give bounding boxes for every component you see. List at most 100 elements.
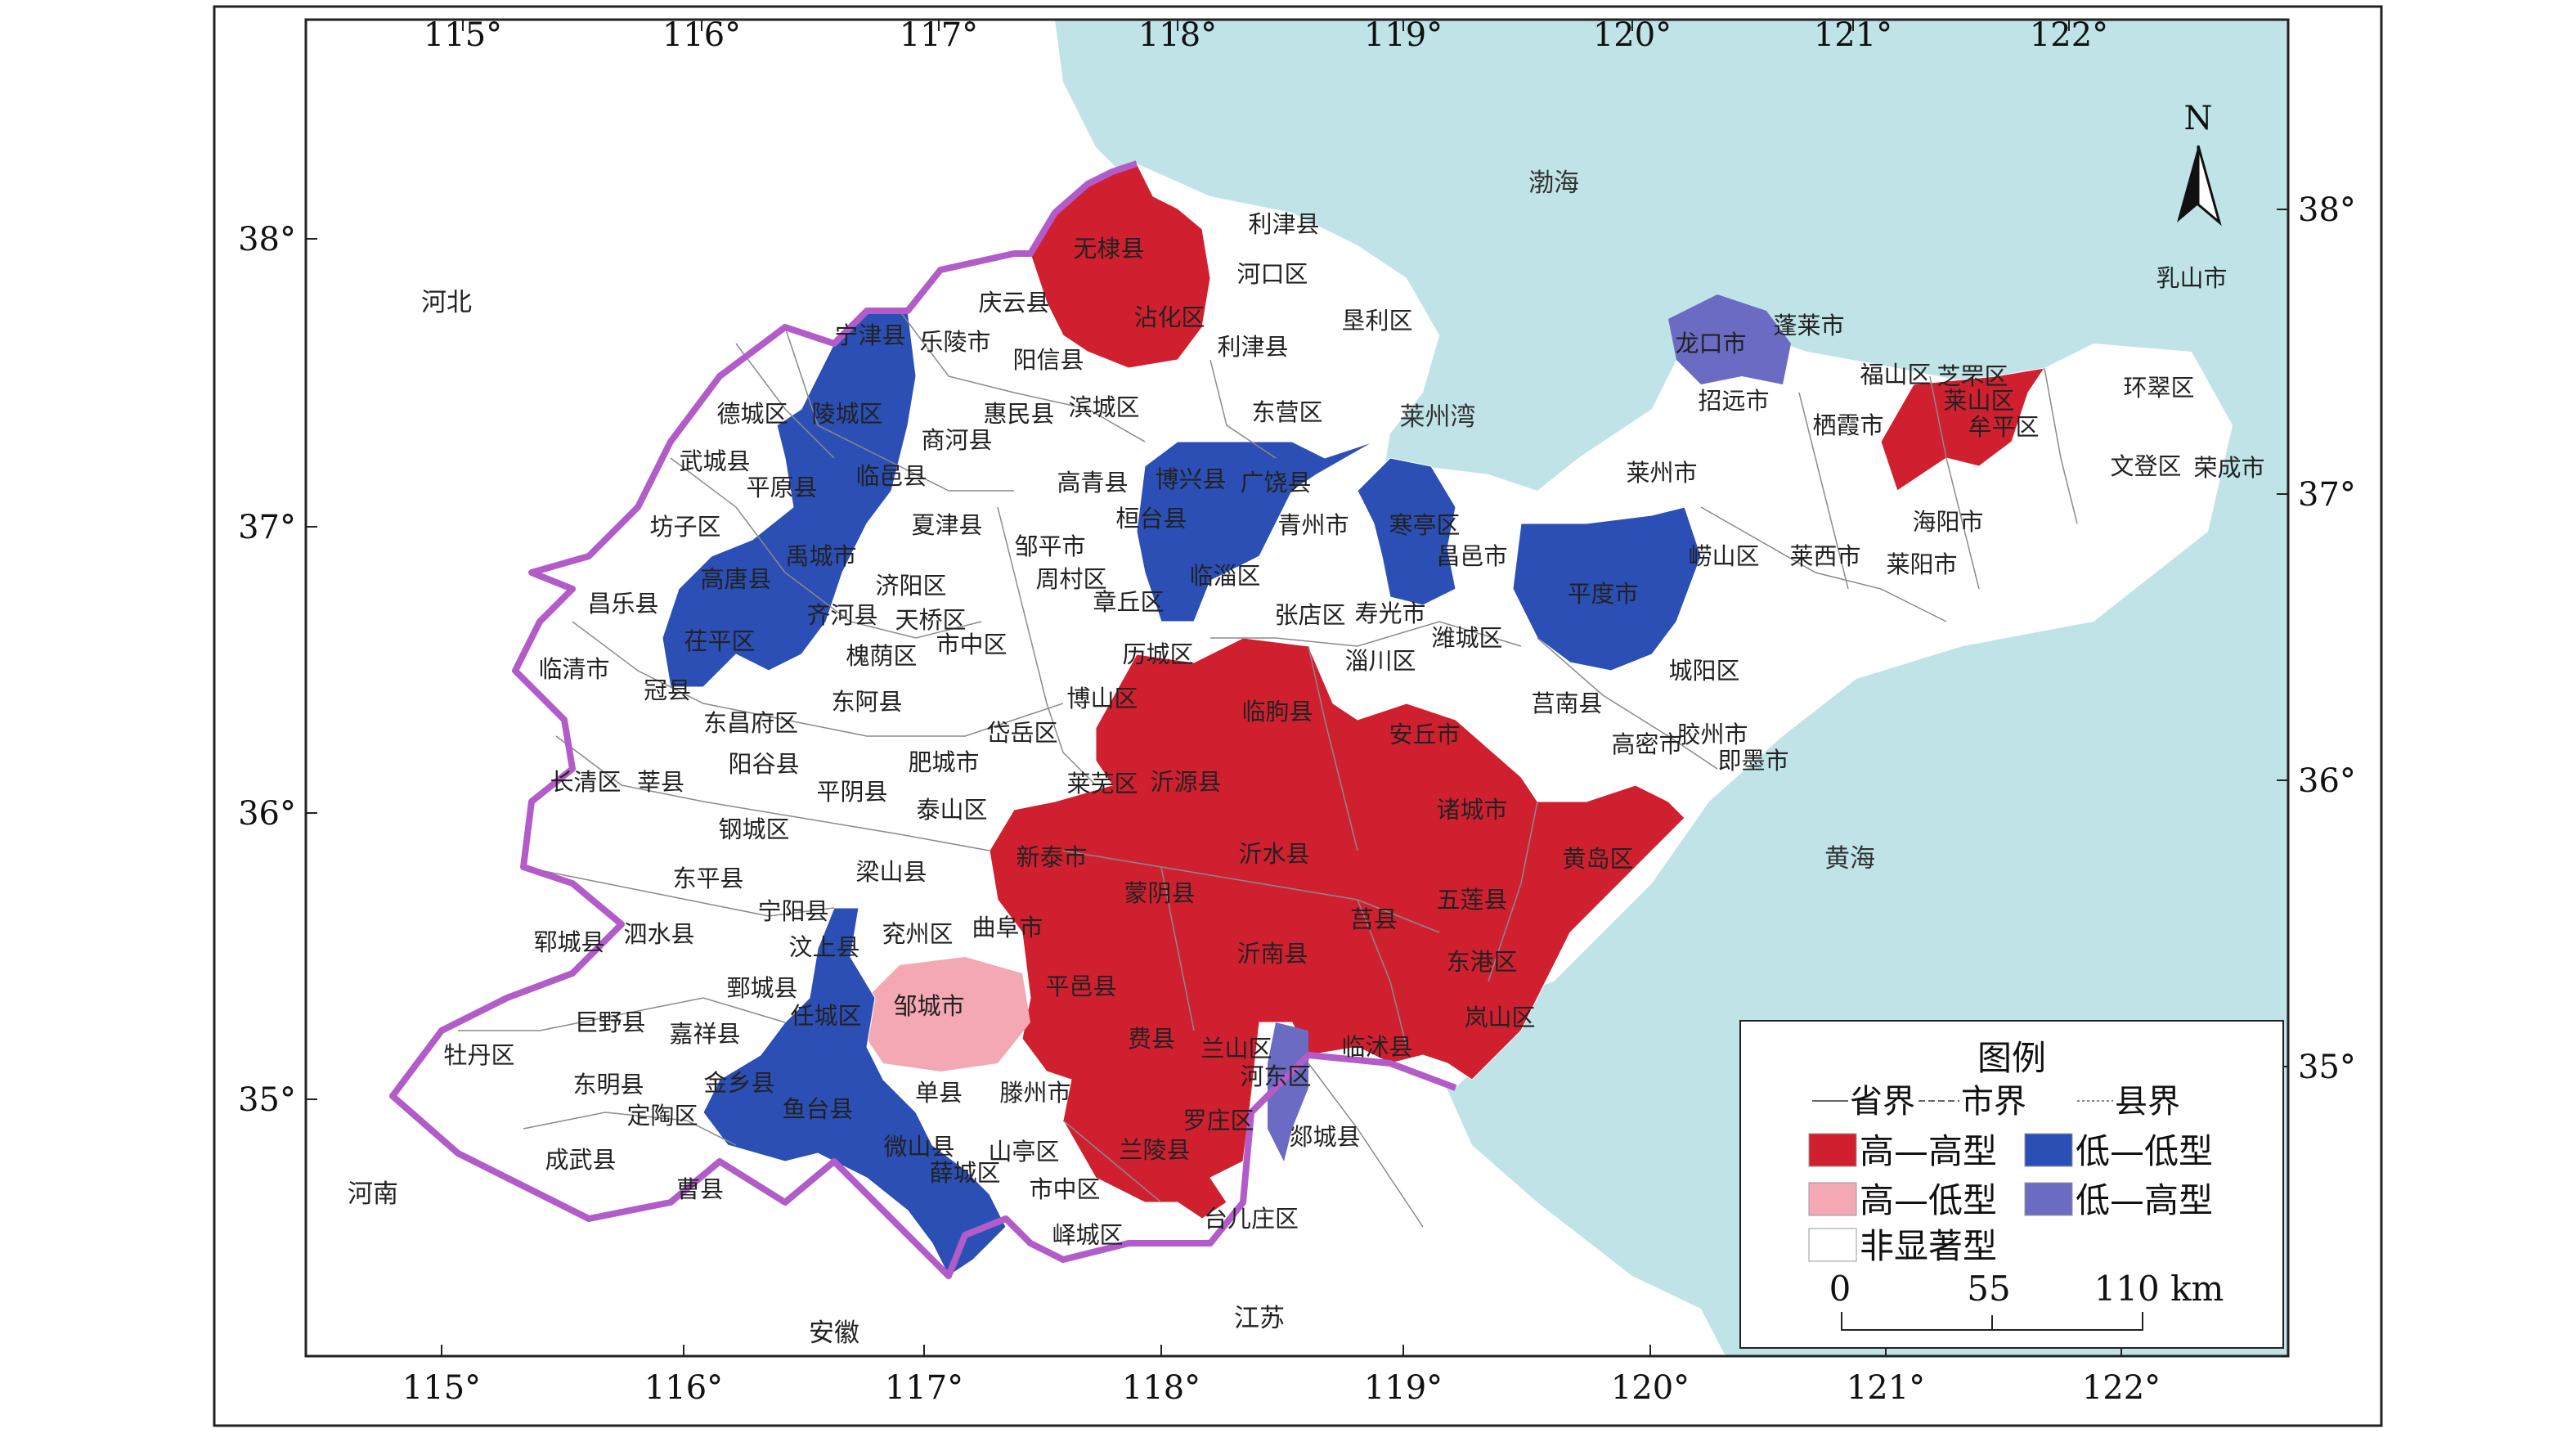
lon-label: 120°	[1611, 1369, 1690, 1407]
county-label: 巨野县	[574, 1008, 645, 1036]
county-label: 荣成市	[2193, 454, 2264, 482]
lat-label: 36°	[2298, 762, 2356, 800]
county-label: 城阳区	[1668, 657, 1739, 685]
lon-label: 117°	[885, 1369, 963, 1407]
county-label: 高青县	[1057, 469, 1128, 496]
lon-label: 119°	[1364, 1369, 1443, 1407]
county-label: 薛城区	[929, 1159, 1000, 1187]
county-label: 即墨市	[1717, 747, 1788, 775]
county-label: 金乡县	[703, 1069, 774, 1097]
latitude-labels-left: 38° 37° 36° 35°	[238, 221, 296, 1119]
county-label: 平邑县	[1045, 973, 1116, 1000]
county-label: 福山区	[1860, 361, 1931, 389]
county-label: 沂源县	[1150, 768, 1221, 796]
county-label: 泰山区	[916, 796, 987, 824]
outer-frame	[213, 5, 2383, 1427]
north-arrow-icon	[2177, 145, 2222, 227]
county-label: 岚山区	[1464, 1004, 1535, 1031]
county-label: 昌邑市	[1436, 542, 1507, 570]
lon-label: 120°	[1593, 16, 1672, 54]
legend-boundary-label: 省界	[1850, 1083, 1915, 1121]
county-label: 临淄区	[1189, 562, 1260, 590]
county-label: 临邑县	[855, 462, 927, 490]
county-label: 乳山市	[2156, 264, 2227, 292]
county-label: 博兴县	[1155, 465, 1226, 493]
lon-label: 117°	[900, 16, 978, 54]
province-border	[389, 160, 1457, 1279]
county-label: 牟平区	[1968, 413, 2039, 441]
county-label: 槐荫区	[846, 642, 917, 670]
county-label: 梁山县	[855, 858, 927, 886]
county-label: 市中区	[936, 631, 1007, 658]
county-label: 诸城市	[1436, 796, 1507, 824]
county-label: 费县	[1128, 1025, 1175, 1053]
county-label: 利津县	[1217, 333, 1288, 361]
county-label: 博山区	[1066, 685, 1138, 712]
county-label: 微山县	[883, 1133, 954, 1161]
county-label: 周村区	[1035, 565, 1106, 593]
lon-label: 115°	[402, 1369, 481, 1407]
county-label: 东阿县	[831, 688, 902, 716]
county-label: 海阳市	[1912, 508, 1983, 536]
county-label: 兰山区	[1200, 1035, 1272, 1062]
county-label: 市中区	[1029, 1175, 1100, 1203]
county-label: 临沭县	[1341, 1033, 1412, 1061]
county-label: 阳谷县	[728, 750, 799, 778]
lon-label: 122°	[2030, 16, 2108, 54]
scale-tick-label: 55	[1967, 1269, 2010, 1309]
county-label: 庆云县	[978, 289, 1049, 317]
sea-label-laizhou-bay: 莱州湾	[1400, 402, 1476, 432]
lon-label: 122°	[2082, 1369, 2161, 1407]
county-label: 天桥区	[895, 606, 966, 634]
county-label: 曹县	[676, 1175, 724, 1203]
high-low-zone	[867, 957, 1030, 1071]
county-label: 宁津县	[834, 321, 905, 349]
county-label: 济阳区	[875, 572, 946, 600]
county-label: 胶州市	[1676, 721, 1748, 748]
lat-label: 37°	[2298, 476, 2356, 514]
latitude-labels-right: 38° 37° 36° 35°	[2298, 191, 2356, 1086]
lat-label: 35°	[238, 1081, 296, 1119]
county-label: 商河县	[921, 426, 992, 454]
legend-swatch-high-high	[1808, 1133, 1857, 1167]
county-label: 郓城县	[533, 928, 604, 956]
county-label: 环翠区	[2123, 374, 2194, 402]
county-label: 德城区	[716, 400, 788, 428]
inner-frame	[304, 18, 2290, 1358]
county-label: 崂山区	[1688, 542, 1759, 570]
county-label: 河口区	[1236, 260, 1308, 288]
county-label: 冠县	[644, 676, 691, 704]
longitude-labels-bottom: 115° 116° 117° 118° 119° 120° 121° 122°	[402, 1369, 2161, 1407]
county-label: 台儿庄区	[1204, 1205, 1299, 1233]
county-label: 乐陵市	[919, 328, 990, 356]
lon-label: 115°	[424, 16, 502, 54]
county-label: 蓬莱市	[1773, 312, 1844, 339]
scale-bar: 0 55 110 km	[1829, 1269, 2224, 1331]
county-label: 肥城市	[908, 748, 979, 776]
county-label: 禹城市	[785, 542, 856, 570]
county-label: 高密市	[1611, 730, 1682, 758]
legend-label: 低—低型	[2076, 1131, 2213, 1171]
county-label: 桓台县	[1115, 505, 1187, 532]
north-arrow: N	[2177, 100, 2222, 227]
county-label: 临清市	[538, 655, 609, 683]
lat-label: 36°	[238, 795, 296, 833]
county-label: 东港区	[1446, 948, 1517, 976]
lat-label: 38°	[2298, 191, 2356, 229]
county-label: 莱阳市	[1886, 550, 1957, 578]
lon-label: 116°	[644, 1369, 723, 1407]
lat-label: 38°	[238, 221, 296, 258]
legend-label: 高—低型	[1860, 1180, 1997, 1220]
lon-label: 119°	[1364, 16, 1443, 54]
county-label: 邹平市	[1014, 532, 1085, 560]
county-label: 平度市	[1567, 580, 1638, 608]
county-label: 山亭区	[988, 1138, 1059, 1166]
legend-label: 非显著型	[1860, 1226, 1997, 1266]
legend-items: 高—高型 低—低型 高—低型 低—高型 非显著型	[1808, 1131, 2213, 1266]
county-label: 广饶县	[1240, 469, 1311, 496]
north-label: N	[2184, 100, 2213, 137]
county-label: 东营区	[1251, 398, 1322, 426]
county-label: 章丘区	[1093, 588, 1164, 616]
